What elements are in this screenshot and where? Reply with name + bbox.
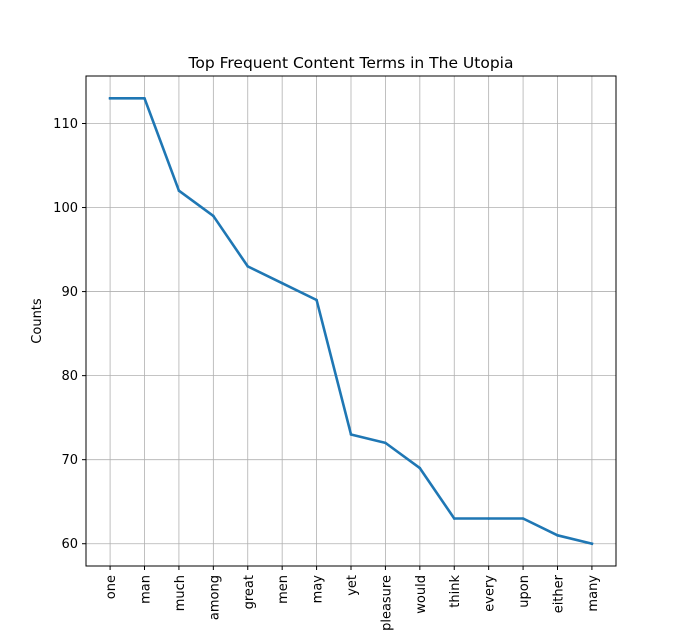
x-tick-label: every: [483, 575, 498, 612]
data-point: [384, 441, 387, 445]
x-tick-label: upon: [517, 575, 532, 608]
data-point: [521, 517, 525, 520]
data-point: [556, 534, 559, 537]
y-tick-label: 110: [53, 117, 78, 132]
x-tick-label: yet: [345, 575, 360, 596]
data-point: [177, 189, 181, 193]
y-tick-label: 70: [61, 453, 78, 468]
data-point: [143, 96, 146, 100]
data-point: [349, 433, 353, 436]
x-tick-label: great: [242, 575, 257, 609]
y-axis-ticks: 60 70 80 90 100 110: [53, 117, 86, 552]
data-point: [280, 281, 284, 285]
y-tick-label: 80: [61, 369, 78, 384]
y-tick-label: 60: [61, 537, 78, 552]
data-point: [590, 542, 594, 546]
y-tick-label: 90: [61, 285, 78, 300]
x-tick-label: much: [173, 575, 188, 611]
data-point: [418, 466, 422, 470]
x-tick-label: pleasure: [379, 575, 394, 631]
x-tick-label: would: [414, 575, 429, 614]
x-tick-label: may: [311, 575, 326, 604]
x-axis-ticks: one man much among great men may yet pleasure wou…: [104, 566, 601, 631]
data-point: [212, 214, 215, 218]
x-tick-label: think: [448, 575, 463, 608]
x-tick-label: man: [139, 575, 154, 604]
x-tick-label: either: [551, 574, 566, 613]
grid-lines: [86, 76, 616, 566]
data-point: [246, 265, 250, 268]
series-group: [108, 96, 594, 546]
x-tick-label: men: [276, 575, 291, 604]
data-point: [315, 298, 318, 302]
x-tick-label: one: [104, 575, 119, 599]
data-point: [108, 96, 112, 100]
data-point: [452, 517, 456, 520]
y-tick-label: 100: [53, 201, 78, 216]
y-axis-title: Counts: [30, 298, 45, 344]
x-tick-label: among: [207, 575, 222, 620]
x-tick-label: many: [586, 575, 601, 612]
data-point: [487, 517, 490, 520]
chart-title: Top Frequent Content Terms in The Utopia: [188, 54, 514, 72]
